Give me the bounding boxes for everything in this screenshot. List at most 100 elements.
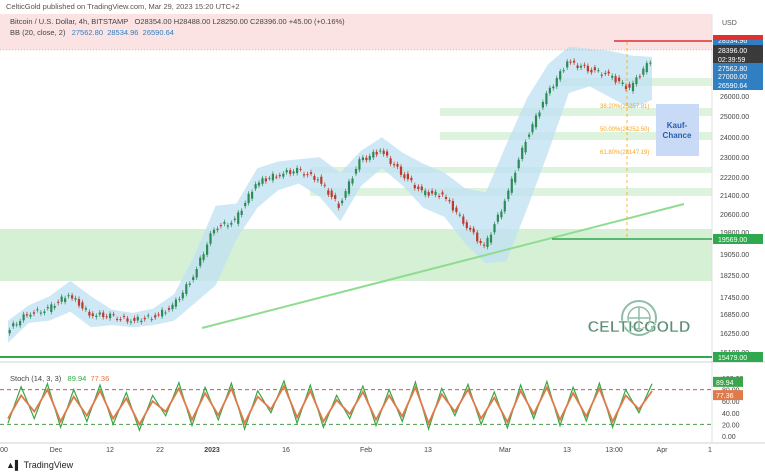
stoch-name[interactable]: Stoch (14, 3, 3) — [10, 374, 62, 383]
candle-body — [292, 171, 295, 174]
candle-body — [39, 312, 42, 314]
candle-body — [109, 313, 112, 319]
candle-body — [469, 227, 472, 230]
y-tick-label: 21400.00 — [720, 193, 749, 200]
candle-body — [202, 254, 205, 260]
x-tick-label: 13:00 — [605, 447, 623, 454]
y-tick-label: 20600.00 — [720, 212, 749, 219]
candle-body — [251, 191, 254, 199]
resistance-zone — [0, 14, 712, 50]
candle-body — [199, 257, 202, 266]
candle-body — [36, 309, 39, 311]
candle-body — [538, 112, 541, 117]
support-zone-25000 — [440, 108, 712, 116]
candle-body — [638, 76, 641, 78]
y-tick-label: 25000.00 — [720, 114, 749, 121]
candle-body — [112, 314, 115, 316]
candle-body — [268, 178, 271, 180]
candle-body — [240, 210, 243, 215]
candle-body — [503, 200, 506, 212]
candle-body — [548, 87, 551, 94]
candle-body — [105, 316, 108, 318]
candle-body — [528, 134, 531, 137]
candle-body — [122, 316, 126, 318]
candle-body — [116, 318, 119, 320]
candle-body — [233, 218, 236, 220]
candle-body — [60, 296, 63, 302]
candle-body — [43, 311, 46, 313]
candle-body — [642, 68, 645, 75]
candle-body — [365, 157, 368, 161]
candle-body — [458, 214, 461, 216]
candle-body — [192, 277, 195, 280]
candle-body — [441, 192, 444, 195]
candle-body — [212, 229, 216, 234]
candle-body — [285, 170, 288, 173]
candle-body — [50, 304, 53, 312]
candle-body — [8, 330, 11, 334]
tradingview-brand[interactable]: ▲▌ TradingView — [6, 460, 73, 470]
y-tick-label: 26000.00 — [720, 94, 749, 101]
candle-body — [88, 311, 91, 316]
candle-body — [521, 147, 524, 159]
stoch-y-tick: 0.00 — [722, 434, 736, 441]
candle-body — [451, 201, 454, 211]
candle-body — [593, 67, 596, 71]
stoch-y-tick: 60.00 — [722, 399, 740, 406]
candle-body — [604, 73, 607, 74]
candle-body — [621, 82, 624, 84]
y-tick-label: 18250.00 — [720, 273, 749, 280]
candle-body — [600, 74, 603, 76]
candle-body — [261, 178, 264, 184]
price-badge — [713, 80, 763, 90]
candle-body — [607, 71, 610, 74]
fib-label: 61.80%(23147.19) — [600, 150, 649, 156]
candle-body — [57, 301, 60, 303]
candle-body — [586, 65, 589, 72]
candle-body — [590, 69, 593, 73]
x-tick-label: Feb — [360, 447, 372, 454]
fib-label: 38.20%(25257.81) — [600, 104, 649, 110]
candle-body — [386, 151, 389, 156]
price-badge-label: 27562.80 — [718, 66, 747, 73]
candle-body — [98, 312, 101, 315]
candle-body — [524, 142, 527, 153]
candle-body — [143, 317, 146, 320]
candle-body — [237, 212, 240, 224]
candle-body — [71, 295, 74, 299]
candle-body — [562, 70, 565, 72]
x-tick-label: 2023 — [204, 447, 220, 454]
published-line: CelticGold published on TradingView.com,… — [6, 2, 240, 11]
candle-body — [368, 156, 371, 160]
candle-body — [299, 168, 302, 170]
candle-body — [514, 172, 517, 183]
candle-body — [302, 174, 306, 176]
candle-body — [476, 232, 479, 242]
stoch-legend[interactable]: Stoch (14, 3, 3) 89.94 77.36 — [10, 374, 109, 383]
price-badge-label: 26590.64 — [718, 83, 747, 90]
candle-body — [389, 158, 392, 164]
symbol-name[interactable]: Bitcoin / U.S. Dollar, 4h, BITSTAMP — [10, 17, 129, 26]
x-tick-label: 12 — [106, 447, 114, 454]
bb-indicator-name[interactable]: BB (20, close, 2) — [10, 28, 66, 37]
bollinger-band-area — [8, 46, 652, 343]
y-tick-label: 23000.00 — [720, 155, 749, 162]
ohlc-values: O28354.00 H28488.00 L28250.00 C28396.00 … — [134, 17, 345, 26]
candle-body — [84, 308, 87, 310]
candle-body — [77, 299, 81, 306]
candle-body — [275, 176, 278, 178]
candle-body — [264, 178, 267, 182]
bb-basis-value: 27562.80 — [71, 28, 104, 37]
candle-body — [133, 318, 136, 321]
candle-body — [247, 193, 250, 204]
stoch-y-tick: 40.00 — [722, 411, 740, 418]
candle-body — [29, 314, 32, 317]
candle-body — [434, 191, 437, 195]
kauf-chance-label: Kauf-Chance — [663, 121, 692, 140]
support-zone-24000 — [440, 132, 712, 140]
candle-body — [541, 102, 544, 108]
candle-body — [167, 308, 171, 310]
candle-body — [483, 244, 486, 246]
candle-body — [420, 186, 423, 191]
